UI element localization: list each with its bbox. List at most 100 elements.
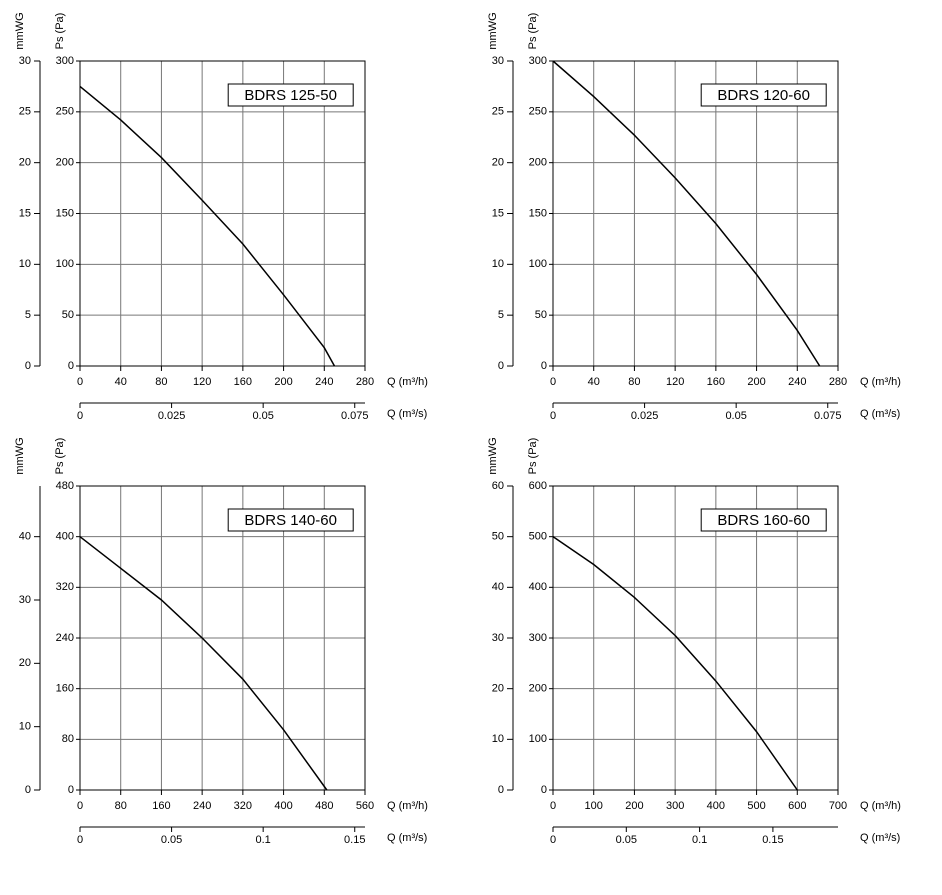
y-tick-label: 300 <box>529 632 547 644</box>
y2-tick-label: 60 <box>492 480 504 492</box>
x2-tick-label: 0.075 <box>814 410 842 422</box>
y2-axis-title: mmWG <box>487 437 499 474</box>
y2-tick-label: 30 <box>19 55 31 67</box>
x-tick-label: 500 <box>747 800 765 812</box>
x2-tick-label: 0 <box>550 410 556 422</box>
x2-tick-label: 0.025 <box>158 410 186 422</box>
x-tick-label: 80 <box>155 376 167 388</box>
y-tick-label: 100 <box>529 733 547 745</box>
x-tick-label: 700 <box>829 800 847 812</box>
x-tick-label: 200 <box>747 376 765 388</box>
y2-tick-label: 5 <box>25 309 31 321</box>
y2-tick-label: 30 <box>492 55 504 67</box>
y-tick-label: 0 <box>68 360 74 372</box>
y2-tick-label: 20 <box>19 657 31 669</box>
y-tick-label: 0 <box>541 784 547 796</box>
y-tick-label: 160 <box>56 683 74 695</box>
y-tick-label: 480 <box>56 480 74 492</box>
x2-axis-title: Q (m³/s) <box>387 408 427 420</box>
y2-tick-label: 10 <box>19 721 31 733</box>
y2-axis-title: mmWG <box>14 437 26 474</box>
y-tick-label: 300 <box>56 55 74 67</box>
title-box <box>227 508 354 532</box>
x-tick-label: 240 <box>315 376 333 388</box>
y2-tick-label: 0 <box>25 360 31 372</box>
chart-title: BDRS 120-60 <box>717 87 810 104</box>
x2-tick-label: 0.1 <box>256 834 271 846</box>
y-tick-label: 200 <box>529 683 547 695</box>
x-tick-label: 240 <box>193 800 211 812</box>
y-tick-label: 600 <box>529 480 547 492</box>
y-tick-label: 50 <box>62 309 74 321</box>
x2-axis-title: Q (m³/s) <box>387 832 427 844</box>
x-axis-title: Q (m³/h) <box>860 376 901 388</box>
x2-axis-title: Q (m³/s) <box>860 408 900 420</box>
x-tick-label: 320 <box>234 800 252 812</box>
y2-axis-title: mmWG <box>14 12 26 49</box>
y2-tick-label: 50 <box>492 531 504 543</box>
x-axis-title: Q (m³/h) <box>387 376 428 388</box>
x2-tick-label: 0 <box>77 834 83 846</box>
fan-curve <box>79 536 328 791</box>
y-tick-label: 100 <box>56 258 74 270</box>
plot-frame <box>552 60 839 367</box>
x-tick-label: 160 <box>707 376 725 388</box>
x2-tick-label: 0.025 <box>631 410 659 422</box>
plot-frame <box>552 485 839 791</box>
y2-tick-label: 0 <box>25 784 31 796</box>
x2-tick-label: 0.05 <box>616 834 637 846</box>
y-tick-label: 80 <box>62 733 74 745</box>
x-tick-label: 120 <box>193 376 211 388</box>
y-axis-title: Ps (Pa) <box>527 13 539 50</box>
y-tick-label: 200 <box>56 157 74 169</box>
y-tick-label: 250 <box>56 106 74 118</box>
y-tick-label: 100 <box>529 258 547 270</box>
x-tick-label: 400 <box>274 800 292 812</box>
y-tick-label: 250 <box>529 106 547 118</box>
x-tick-label: 0 <box>550 800 556 812</box>
y2-tick-label: 25 <box>19 106 31 118</box>
y2-tick-label: 20 <box>492 157 504 169</box>
x2-tick-label: 0.15 <box>762 834 783 846</box>
y2-axis-title: mmWG <box>487 12 499 49</box>
chart-title: BDRS 140-60 <box>244 512 337 529</box>
y-tick-label: 150 <box>529 207 547 219</box>
x-axis-title: Q (m³/h) <box>860 800 901 812</box>
x2-tick-label: 0.15 <box>344 834 365 846</box>
y2-tick-label: 10 <box>19 258 31 270</box>
y2-tick-label: 40 <box>492 581 504 593</box>
y-tick-label: 150 <box>56 207 74 219</box>
y2-tick-label: 20 <box>19 157 31 169</box>
x-tick-label: 40 <box>115 376 127 388</box>
y2-tick-label: 15 <box>19 207 31 219</box>
x-tick-label: 0 <box>77 376 83 388</box>
x-tick-label: 160 <box>234 376 252 388</box>
y-tick-label: 50 <box>535 309 547 321</box>
y2-tick-label: 10 <box>492 258 504 270</box>
x2-tick-label: 0.075 <box>341 410 369 422</box>
x-tick-label: 80 <box>115 800 127 812</box>
x-tick-label: 400 <box>707 800 725 812</box>
x-tick-label: 40 <box>588 376 600 388</box>
y2-tick-label: 0 <box>498 360 504 372</box>
y2-tick-label: 20 <box>492 683 504 695</box>
title-box <box>700 508 827 532</box>
y-tick-label: 0 <box>68 784 74 796</box>
x2-tick-label: 0.05 <box>161 834 182 846</box>
y-axis-title: Ps (Pa) <box>54 438 66 475</box>
y2-tick-label: 25 <box>492 106 504 118</box>
y2-tick-label: 5 <box>498 309 504 321</box>
y-tick-label: 200 <box>529 157 547 169</box>
x-tick-label: 200 <box>274 376 292 388</box>
fan-curve <box>552 536 798 791</box>
x-tick-label: 240 <box>788 376 806 388</box>
y2-tick-label: 40 <box>19 531 31 543</box>
x-tick-label: 80 <box>628 376 640 388</box>
x2-tick-label: 0.05 <box>725 410 746 422</box>
y-tick-label: 500 <box>529 531 547 543</box>
x-tick-label: 0 <box>77 800 83 812</box>
x-tick-label: 0 <box>550 376 556 388</box>
chart-title: BDRS 160-60 <box>717 512 810 529</box>
y-axis-title: Ps (Pa) <box>54 13 66 50</box>
